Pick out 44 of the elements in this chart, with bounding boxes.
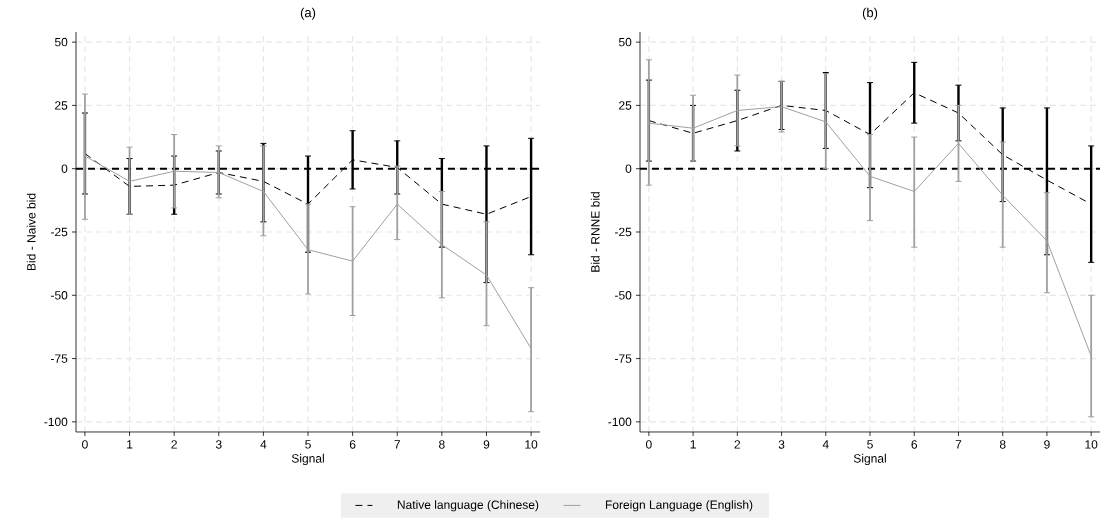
x-tick-label: 0	[645, 440, 652, 449]
x-tick-label: 10	[525, 440, 538, 449]
x-tick-label: 4	[822, 440, 829, 449]
x-tick-label: 6	[911, 440, 918, 449]
x-tick-label: 1	[127, 440, 133, 449]
x-axis-title: Signal	[291, 453, 324, 466]
y-tick-label: -25	[51, 227, 68, 237]
chart-title: (a)	[300, 7, 316, 20]
y-tick-label: -50	[51, 291, 68, 300]
x-tick-label: 1	[690, 440, 696, 449]
y-tick-label: 50	[54, 37, 68, 47]
y-tick-label: 25	[55, 101, 68, 110]
y-tick-label: -50	[615, 291, 632, 300]
legend-label: Foreign Language (English)	[605, 500, 753, 512]
x-tick-label: 7	[394, 440, 400, 449]
y-tick-label: -100	[608, 417, 632, 427]
x-tick-label: 5	[867, 440, 873, 449]
x-tick-label: 10	[1085, 440, 1098, 449]
x-tick-label: 2	[734, 440, 741, 449]
x-tick-label: 8	[439, 440, 445, 449]
y-tick-label: 25	[619, 101, 632, 110]
y-tick-label: -100	[44, 417, 68, 427]
y-axis-title: Bid - Naive bid	[26, 193, 36, 271]
y-tick-label: 0	[61, 164, 68, 173]
x-tick-label: 0	[82, 440, 88, 449]
x-axis-title: Signal	[853, 453, 886, 466]
x-tick-label: 9	[1044, 440, 1050, 449]
x-tick-label: 2	[171, 440, 177, 449]
y-tick-label: -25	[615, 227, 632, 237]
x-tick-label: 3	[215, 440, 222, 449]
y-tick-label: 50	[618, 37, 632, 47]
x-tick-label: 6	[349, 440, 356, 449]
x-tick-label: 7	[955, 440, 962, 449]
y-tick-label: -75	[51, 354, 68, 363]
chart-title: (b)	[862, 7, 878, 20]
y-tick-label: 0	[625, 164, 632, 173]
legend-label: Native language (Chinese)	[397, 500, 539, 512]
y-axis-title: Bid - RNNE bid	[590, 192, 600, 272]
x-tick-label: 4	[260, 440, 267, 449]
x-tick-label: 3	[778, 440, 785, 449]
y-tick-label: -75	[615, 354, 632, 363]
x-tick-label: 5	[305, 440, 311, 449]
x-tick-label: 9	[483, 440, 490, 449]
x-tick-label: 8	[999, 440, 1006, 449]
